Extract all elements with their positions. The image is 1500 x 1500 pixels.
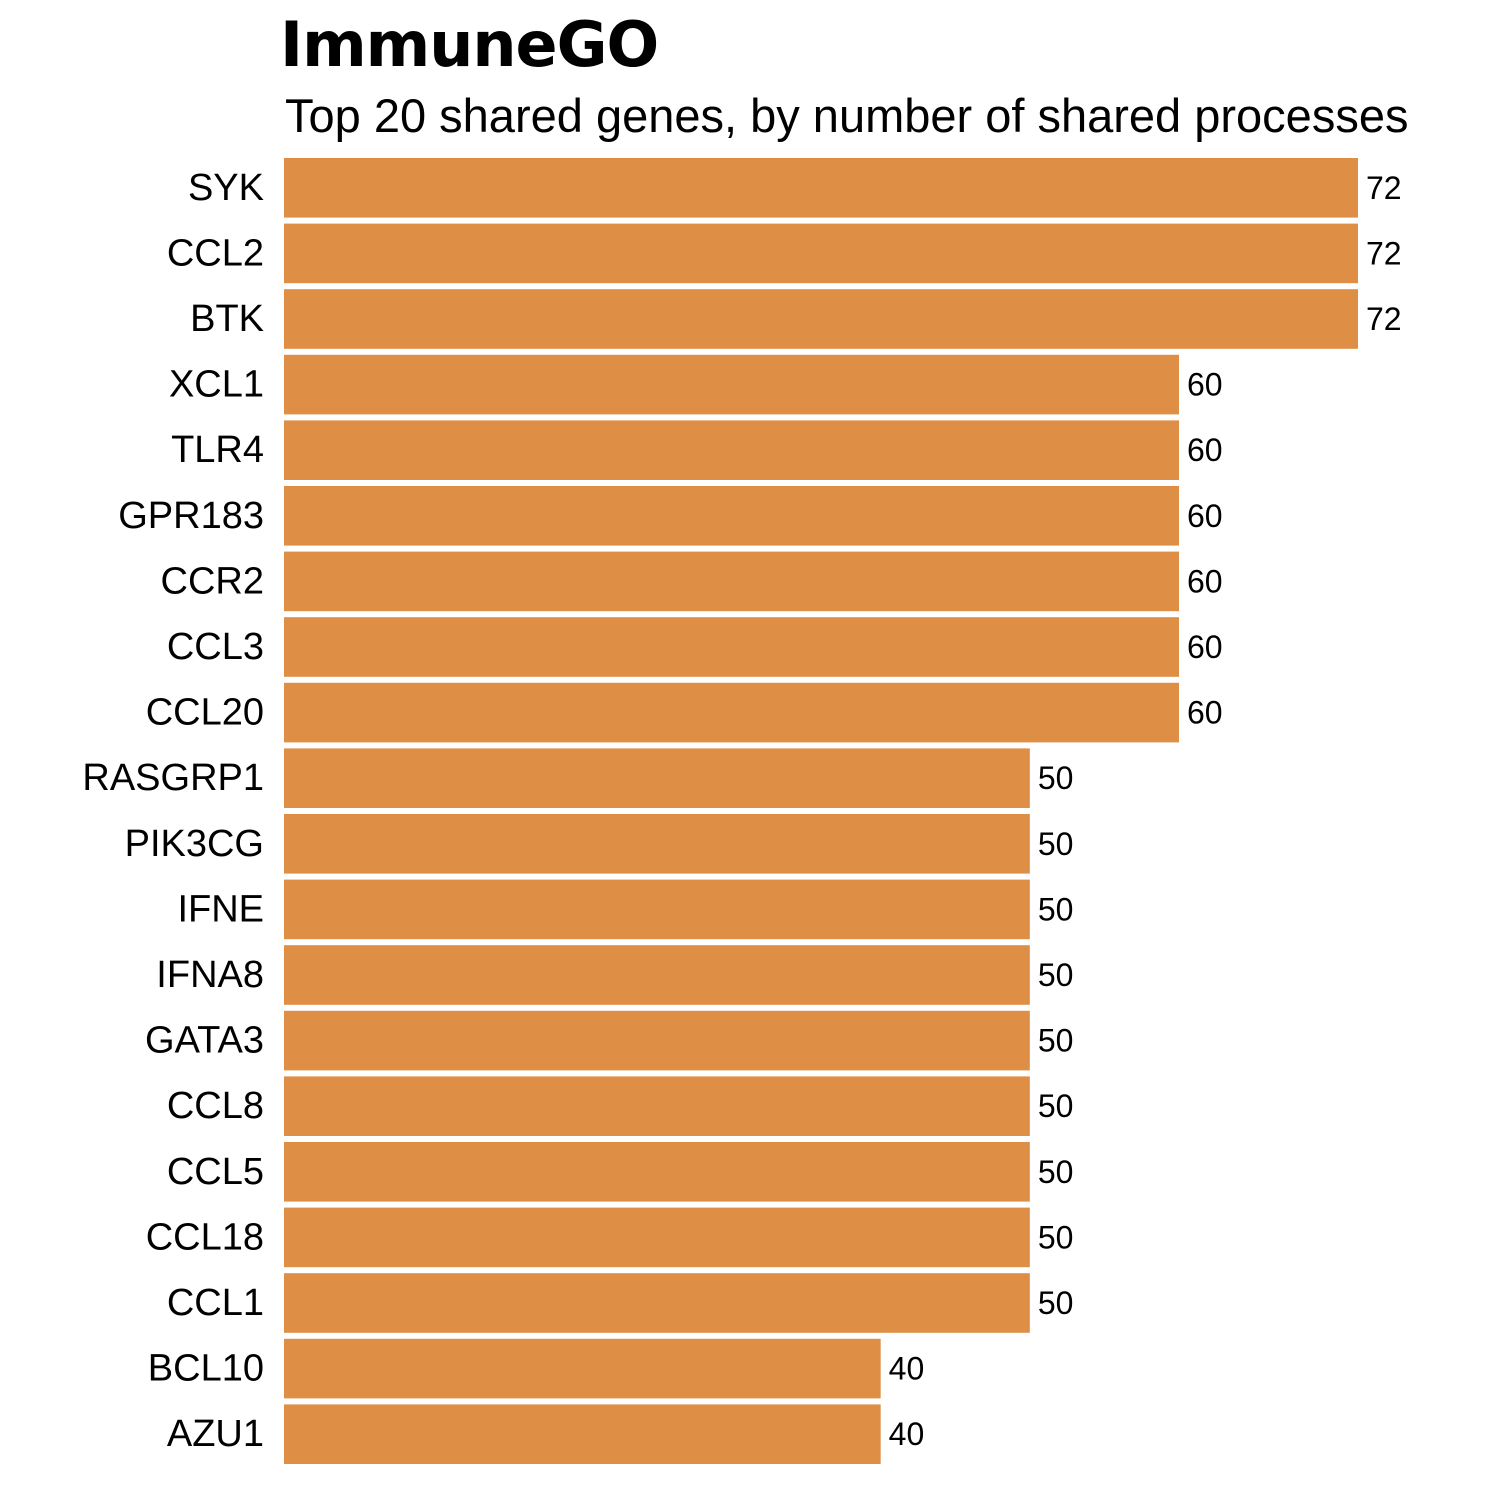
- value-label-ccr2: 60: [1187, 563, 1223, 599]
- bar-ccr2: [284, 551, 1179, 612]
- value-label-ccl2: 72: [1366, 235, 1402, 271]
- category-label-ifne: IFNE: [177, 888, 264, 930]
- bar-xcl1: [284, 354, 1179, 415]
- category-label-gata3: GATA3: [145, 1020, 264, 1062]
- bar-ccl8: [284, 1076, 1030, 1136]
- value-label-syk: 72: [1366, 170, 1402, 206]
- category-label-ccl5: CCL5: [167, 1151, 264, 1193]
- bar-ccl5: [284, 1142, 1030, 1202]
- value-label-ccl18: 50: [1038, 1219, 1074, 1255]
- category-label-ccl8: CCL8: [167, 1085, 264, 1127]
- category-label-xcl1: XCL1: [169, 364, 264, 406]
- category-label-rasgrp1: RASGRP1: [82, 757, 264, 799]
- value-label-ccl1: 50: [1038, 1285, 1074, 1321]
- value-label-ccl3: 60: [1187, 629, 1223, 665]
- bar-gata3: [284, 1010, 1030, 1071]
- value-label-tlr4: 60: [1187, 432, 1223, 468]
- bar-syk: [284, 158, 1358, 218]
- category-label-ccl18: CCL18: [146, 1216, 264, 1258]
- bar-ifne: [284, 879, 1030, 940]
- bar-ccl20: [284, 682, 1179, 743]
- value-label-pik3cg: 50: [1038, 826, 1074, 862]
- bar-bcl10: [284, 1338, 881, 1399]
- value-label-ccl20: 60: [1187, 695, 1223, 731]
- category-label-tlr4: TLR4: [171, 429, 264, 471]
- value-label-ccl5: 50: [1038, 1154, 1074, 1190]
- bars-layer: [284, 158, 1358, 1464]
- value-label-ifna8: 50: [1038, 957, 1074, 993]
- category-label-azu1: AZU1: [167, 1413, 264, 1455]
- category-label-gpr183: GPR183: [118, 495, 264, 537]
- bar-btk: [284, 289, 1358, 349]
- bar-gpr183: [284, 486, 1179, 546]
- category-label-syk: SYK: [188, 167, 264, 209]
- category-label-ifna8: IFNA8: [156, 954, 264, 996]
- bar-ccl2: [284, 223, 1358, 284]
- value-labels: 72 72 72 60 60 60 60 60 60 50 50 50 50 50 50 50 50 50 40 40: [889, 170, 1402, 1452]
- bar-tlr4: [284, 420, 1179, 480]
- category-label-ccr2: CCR2: [161, 560, 264, 602]
- value-label-ifne: 50: [1038, 891, 1074, 927]
- category-label-bcl10: BCL10: [148, 1348, 264, 1390]
- bar-ccl18: [284, 1207, 1030, 1268]
- value-label-ccl8: 50: [1038, 1088, 1074, 1124]
- category-label-ccl1: CCL1: [167, 1282, 264, 1324]
- value-label-gata3: 50: [1038, 1023, 1074, 1059]
- value-label-azu1: 40: [889, 1416, 925, 1452]
- value-label-rasgrp1: 50: [1038, 760, 1074, 796]
- category-label-pik3cg: PIK3CG: [125, 823, 264, 865]
- value-label-btk: 72: [1366, 301, 1402, 337]
- bar-azu1: [284, 1404, 881, 1464]
- category-labels: SYK CCL2 BTK XCL1 TLR4 GPR183 CCR2 CCL3 CCL20 RAS…: [82, 167, 264, 1455]
- bar-ifna8: [284, 945, 1030, 1005]
- category-label-ccl2: CCL2: [167, 232, 264, 274]
- chart-title: ImmuneGO: [280, 8, 659, 81]
- value-label-bcl10: 40: [889, 1351, 925, 1387]
- bar-pik3cg: [284, 814, 1030, 874]
- value-label-xcl1: 60: [1187, 367, 1223, 403]
- chart-subtitle: Top 20 shared genes, by number of shared…: [285, 89, 1409, 142]
- value-label-gpr183: 60: [1187, 498, 1223, 534]
- bar-ccl1: [284, 1273, 1030, 1333]
- bar-ccl3: [284, 617, 1179, 677]
- bar-rasgrp1: [284, 748, 1030, 808]
- category-label-ccl3: CCL3: [167, 626, 264, 668]
- category-label-btk: BTK: [190, 298, 264, 340]
- category-label-ccl20: CCL20: [146, 692, 264, 734]
